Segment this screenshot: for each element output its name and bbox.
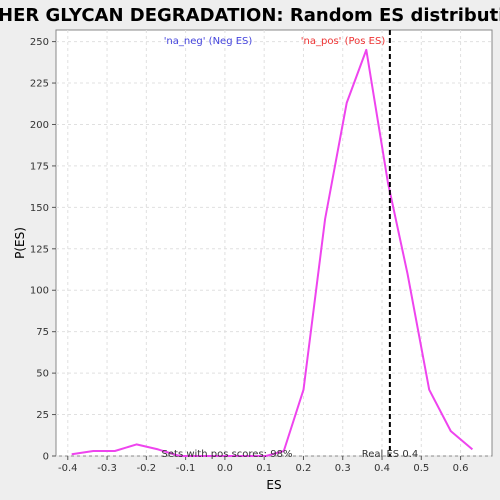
x-tick-label: 0.5 — [413, 463, 429, 474]
x-tick-label: 0.3 — [335, 463, 351, 474]
pos-scores-label: Sets with pos scores: 98% — [162, 449, 293, 460]
axes: -0.4 -0.3 -0.2 -0.1 0.0 0.1 0.2 0.3 0.4 0.5 0.6 0 25… — [30, 37, 469, 474]
neg-es-label: 'na_neg' (Neg ES) — [164, 36, 253, 47]
x-tick-label: 0.6 — [453, 463, 469, 474]
real-es-label: Real ES 0.4 — [362, 449, 418, 460]
y-tick-label: 100 — [30, 286, 49, 297]
y-axis-label: P(ES) — [13, 227, 27, 259]
y-tick-label: 200 — [30, 120, 49, 131]
pos-es-label: 'na_pos' (Pos ES) — [301, 36, 386, 47]
y-tick-label: 250 — [30, 37, 49, 48]
y-tick-label: 225 — [30, 79, 49, 90]
x-axis-label: ES — [266, 478, 281, 492]
y-tick-label: 175 — [30, 161, 49, 172]
y-tick-label: 150 — [30, 203, 49, 214]
x-tick-label: 0.0 — [217, 463, 233, 474]
y-tick-label: 0 — [43, 452, 49, 463]
x-tick-label: 0.2 — [296, 463, 312, 474]
y-tick-label: 25 — [36, 410, 49, 421]
plot-area — [55, 29, 493, 457]
y-tick-label: 50 — [36, 369, 49, 380]
series-layer — [71, 48, 474, 457]
x-tick-label: -0.4 — [58, 463, 78, 474]
chart-title: OTHER GLYCAN DEGRADATION: Random ES dist… — [0, 5, 500, 26]
x-tick-label: -0.3 — [97, 463, 117, 474]
x-tick-label: -0.1 — [176, 463, 196, 474]
x-tick-label: 0.1 — [256, 463, 272, 474]
y-tick-label: 75 — [36, 327, 49, 338]
y-tick-label: 125 — [30, 244, 49, 255]
es-distribution-line — [71, 48, 474, 457]
x-tick-label: 0.4 — [374, 463, 390, 474]
x-tick-label: -0.2 — [137, 463, 157, 474]
